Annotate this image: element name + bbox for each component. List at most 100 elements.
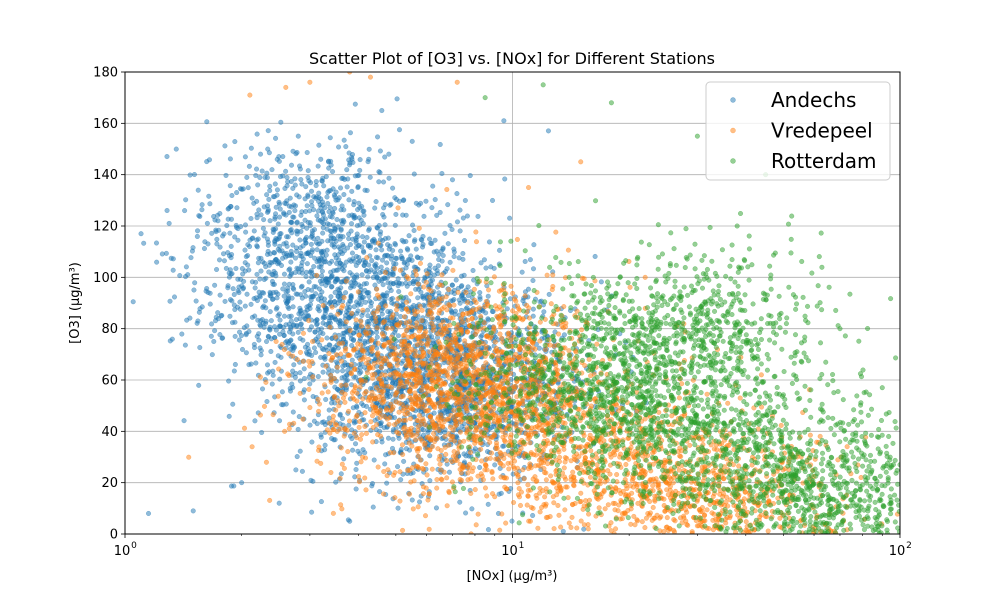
data-point — [367, 243, 373, 249]
data-point — [302, 217, 308, 223]
data-point — [305, 168, 311, 174]
data-point — [451, 449, 457, 455]
data-point — [306, 279, 312, 285]
data-point — [242, 303, 248, 309]
data-point — [398, 248, 404, 254]
data-point — [578, 490, 584, 496]
data-point — [325, 389, 331, 395]
data-point — [478, 260, 484, 266]
data-point — [405, 467, 411, 473]
data-point — [423, 385, 429, 391]
data-point — [501, 437, 507, 443]
data-point — [528, 504, 534, 510]
data-point — [337, 475, 343, 481]
data-point — [467, 173, 473, 179]
data-point — [363, 389, 369, 395]
data-point — [344, 167, 350, 173]
data-point — [386, 175, 392, 181]
data-point — [421, 284, 427, 290]
data-point — [561, 446, 567, 452]
data-point — [290, 242, 296, 248]
data-point — [314, 317, 320, 323]
data-point — [264, 399, 270, 405]
data-point — [530, 512, 536, 518]
data-point — [370, 504, 376, 510]
data-point — [396, 417, 402, 423]
data-point — [546, 291, 552, 297]
data-point — [317, 401, 323, 407]
data-point — [503, 520, 509, 526]
data-point — [601, 438, 607, 444]
data-point — [389, 445, 395, 451]
data-point — [390, 185, 396, 191]
data-point — [167, 338, 173, 344]
data-point — [320, 369, 326, 375]
data-point — [427, 447, 433, 453]
data-point — [272, 238, 278, 244]
data-point — [401, 458, 407, 464]
data-point — [329, 400, 335, 406]
data-point — [566, 348, 572, 354]
data-point — [290, 214, 296, 220]
data-point — [146, 510, 152, 516]
data-point — [295, 426, 301, 432]
data-point — [396, 198, 402, 204]
data-point — [346, 213, 352, 219]
data-point — [227, 313, 233, 319]
data-point — [196, 309, 202, 315]
data-point — [183, 274, 189, 280]
data-points — [130, 72, 900, 534]
data-point — [364, 370, 370, 376]
data-point — [307, 381, 313, 387]
data-point — [396, 127, 402, 133]
data-point — [581, 526, 587, 532]
data-point — [254, 131, 260, 137]
data-point — [489, 450, 495, 456]
data-point — [550, 480, 556, 486]
data-point — [468, 490, 474, 496]
data-point — [360, 356, 366, 362]
data-point — [281, 293, 287, 299]
data-point — [333, 276, 339, 282]
data-point — [181, 418, 187, 424]
data-point — [360, 208, 366, 214]
data-point — [457, 207, 463, 213]
data-point — [457, 400, 463, 406]
data-point — [277, 248, 283, 254]
data-point — [382, 461, 388, 467]
data-point — [277, 418, 283, 424]
data-point — [415, 504, 421, 510]
data-point — [239, 480, 245, 486]
data-point — [309, 359, 315, 365]
data-point — [269, 271, 275, 277]
data-point — [322, 353, 328, 359]
data-point — [290, 304, 296, 310]
data-point — [536, 345, 542, 351]
data-point — [327, 260, 333, 266]
data-point — [345, 353, 351, 359]
data-point — [484, 493, 490, 499]
data-point — [449, 459, 455, 465]
data-point — [380, 491, 386, 497]
data-point — [357, 205, 363, 211]
data-point — [438, 467, 444, 473]
data-point — [273, 204, 279, 210]
data-point — [266, 334, 272, 340]
data-point — [451, 296, 457, 302]
data-point — [372, 417, 378, 423]
data-point — [130, 299, 136, 305]
data-point — [316, 142, 322, 148]
data-point — [377, 375, 383, 381]
data-point — [312, 227, 318, 233]
data-point — [138, 231, 144, 237]
data-point — [337, 323, 343, 329]
data-point — [239, 186, 245, 192]
data-point — [408, 479, 414, 485]
data-point — [350, 405, 356, 411]
data-point — [164, 207, 170, 213]
data-point — [315, 374, 321, 380]
data-point — [435, 446, 441, 452]
data-point — [359, 312, 365, 318]
data-point — [284, 183, 290, 189]
data-point — [375, 432, 381, 438]
